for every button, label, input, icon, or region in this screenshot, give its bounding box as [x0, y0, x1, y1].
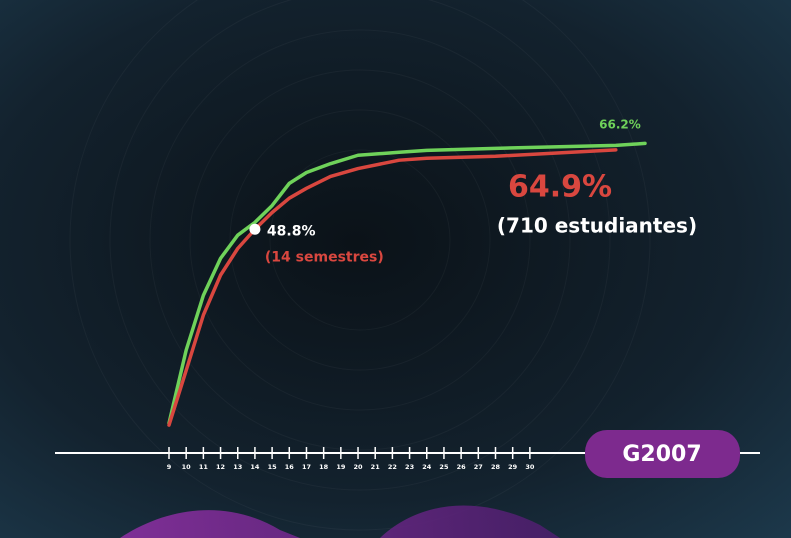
x-tick-label: 23 — [405, 463, 414, 471]
x-tick-label: 14 — [250, 463, 260, 471]
x-tick-label: 10 — [182, 463, 192, 471]
x-tick-label: 20 — [354, 463, 364, 471]
series-line — [167, 141, 647, 425]
marker-label: 48.8% — [267, 223, 316, 239]
badge — [585, 430, 740, 478]
x-tick-label: 13 — [233, 463, 242, 471]
x-tick-label: 19 — [336, 463, 346, 471]
x-tick-label: 9 — [167, 463, 172, 471]
x-tick-label: 17 — [302, 463, 311, 471]
marker-note: (14 semestres) — [265, 249, 384, 265]
x-tick-label: 11 — [199, 463, 209, 471]
x-tick-label: 16 — [285, 463, 295, 471]
x-tick-label: 22 — [388, 463, 397, 471]
rings — [69, 0, 651, 531]
x-tick-label: 28 — [491, 463, 501, 471]
wave-decoration — [120, 505, 560, 538]
series-end-label: 64.9% — [508, 170, 612, 205]
x-tick-label: 25 — [439, 463, 449, 471]
x-tick-label: 18 — [319, 463, 329, 471]
series-end-label: 66.2% — [599, 118, 641, 132]
series-line — [167, 148, 618, 427]
series-end-sublabel: (710 estudiantes) — [497, 214, 697, 238]
x-tick-label: 29 — [508, 463, 518, 471]
x-tick-label: 24 — [422, 463, 432, 471]
marker-dot — [249, 223, 261, 235]
x-tick-label: 27 — [474, 463, 483, 471]
x-tick-label: 30 — [525, 463, 535, 471]
x-tick-label: 12 — [216, 463, 225, 471]
x-tick-label: 21 — [371, 463, 381, 471]
badge-label: G2007 — [622, 442, 701, 467]
x-tick-label: 15 — [268, 463, 278, 471]
x-tick-label: 26 — [457, 463, 467, 471]
